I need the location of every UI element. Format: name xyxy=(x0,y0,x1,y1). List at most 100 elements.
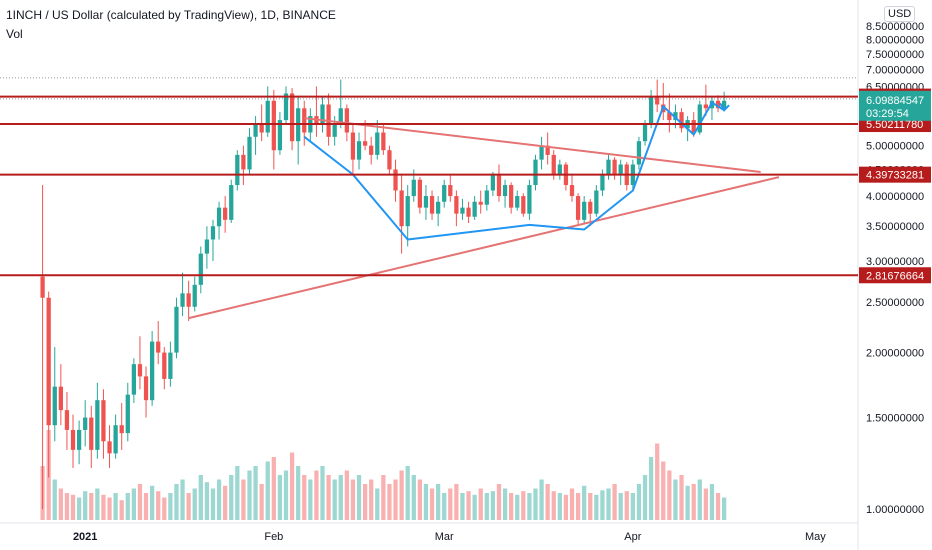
candle[interactable] xyxy=(235,154,240,186)
candle[interactable] xyxy=(423,196,429,208)
candle[interactable] xyxy=(344,108,349,133)
candle[interactable] xyxy=(180,293,185,307)
candle[interactable] xyxy=(265,100,270,133)
candle[interactable] xyxy=(642,124,648,142)
candle[interactable] xyxy=(387,150,392,170)
candle[interactable] xyxy=(271,100,276,151)
candle[interactable] xyxy=(582,201,587,220)
candle[interactable] xyxy=(283,93,289,121)
candle[interactable] xyxy=(320,104,325,125)
candle[interactable] xyxy=(588,201,593,214)
candle[interactable] xyxy=(721,100,727,109)
candle[interactable] xyxy=(198,253,203,285)
candle[interactable] xyxy=(204,239,210,254)
candle[interactable] xyxy=(697,104,702,133)
candle[interactable] xyxy=(679,112,684,129)
candle[interactable] xyxy=(64,410,70,430)
candle[interactable] xyxy=(551,154,556,175)
candle[interactable] xyxy=(356,141,362,160)
candle[interactable] xyxy=(149,341,155,401)
candle[interactable] xyxy=(375,132,380,155)
candles-layer[interactable] xyxy=(40,79,727,510)
candle[interactable] xyxy=(509,185,514,208)
candle[interactable] xyxy=(405,196,410,227)
candle[interactable] xyxy=(70,429,76,450)
candle[interactable] xyxy=(545,145,550,155)
ascending-trendline[interactable] xyxy=(188,176,780,320)
pattern-path[interactable] xyxy=(303,101,725,241)
candle[interactable] xyxy=(472,201,477,217)
candle[interactable] xyxy=(417,179,423,208)
candle[interactable] xyxy=(448,185,453,197)
candle[interactable] xyxy=(435,201,441,214)
candle[interactable] xyxy=(442,185,447,202)
candle[interactable] xyxy=(411,179,416,197)
candle[interactable] xyxy=(40,276,45,298)
candle[interactable] xyxy=(76,429,82,450)
candle[interactable] xyxy=(192,284,197,307)
drawings-layer[interactable] xyxy=(188,101,780,320)
candle[interactable] xyxy=(521,196,526,214)
candle[interactable] xyxy=(162,352,167,379)
candle[interactable] xyxy=(107,441,112,454)
candle[interactable] xyxy=(259,124,264,133)
candle[interactable] xyxy=(350,132,356,160)
candle[interactable] xyxy=(253,124,258,137)
candle[interactable] xyxy=(612,159,617,175)
candle[interactable] xyxy=(113,425,118,454)
candle[interactable] xyxy=(186,293,191,307)
candle[interactable] xyxy=(143,376,149,401)
candle[interactable] xyxy=(119,425,124,434)
candle[interactable] xyxy=(46,297,51,426)
candle[interactable] xyxy=(95,400,100,450)
candle[interactable] xyxy=(362,141,368,146)
candle[interactable] xyxy=(125,394,130,434)
candle[interactable] xyxy=(490,174,496,191)
candle[interactable] xyxy=(223,207,228,220)
candle[interactable] xyxy=(466,207,471,217)
candle[interactable] xyxy=(156,341,161,353)
candle[interactable] xyxy=(216,207,222,227)
time-axis[interactable]: 2021 Feb Mar Apr May xyxy=(73,531,826,543)
candle[interactable] xyxy=(600,174,605,191)
candle[interactable] xyxy=(533,159,538,186)
candle[interactable] xyxy=(393,169,398,191)
candle[interactable] xyxy=(539,145,544,160)
levels-layer[interactable] xyxy=(0,95,858,277)
candle[interactable] xyxy=(89,417,94,450)
candle[interactable] xyxy=(58,386,63,411)
candle[interactable] xyxy=(569,185,575,197)
candle[interactable] xyxy=(673,112,678,121)
candle[interactable] xyxy=(496,174,502,197)
candle[interactable] xyxy=(715,100,721,109)
candle[interactable] xyxy=(557,164,562,175)
candle[interactable] xyxy=(174,306,179,353)
candle[interactable] xyxy=(131,364,137,395)
candle[interactable] xyxy=(478,201,483,205)
candle[interactable] xyxy=(606,159,611,175)
candle[interactable] xyxy=(648,97,654,125)
candle[interactable] xyxy=(502,185,508,197)
candle[interactable] xyxy=(691,120,696,133)
candle[interactable] xyxy=(460,207,465,214)
candle[interactable] xyxy=(703,104,709,109)
candle[interactable] xyxy=(137,364,143,377)
candle[interactable] xyxy=(429,196,435,214)
candle[interactable] xyxy=(454,196,459,214)
candle[interactable] xyxy=(655,97,660,105)
candle[interactable] xyxy=(101,400,106,442)
candle[interactable] xyxy=(399,190,404,227)
candle[interactable] xyxy=(594,190,599,214)
candle[interactable] xyxy=(168,352,173,379)
candle[interactable] xyxy=(241,154,246,170)
candle[interactable] xyxy=(369,145,374,155)
candle[interactable] xyxy=(52,386,57,426)
candle[interactable] xyxy=(210,226,216,240)
candle[interactable] xyxy=(247,136,252,170)
candle[interactable] xyxy=(575,196,581,220)
candle[interactable] xyxy=(332,124,337,137)
candle[interactable] xyxy=(527,185,532,214)
candle[interactable] xyxy=(338,108,343,125)
candle[interactable] xyxy=(277,120,283,151)
